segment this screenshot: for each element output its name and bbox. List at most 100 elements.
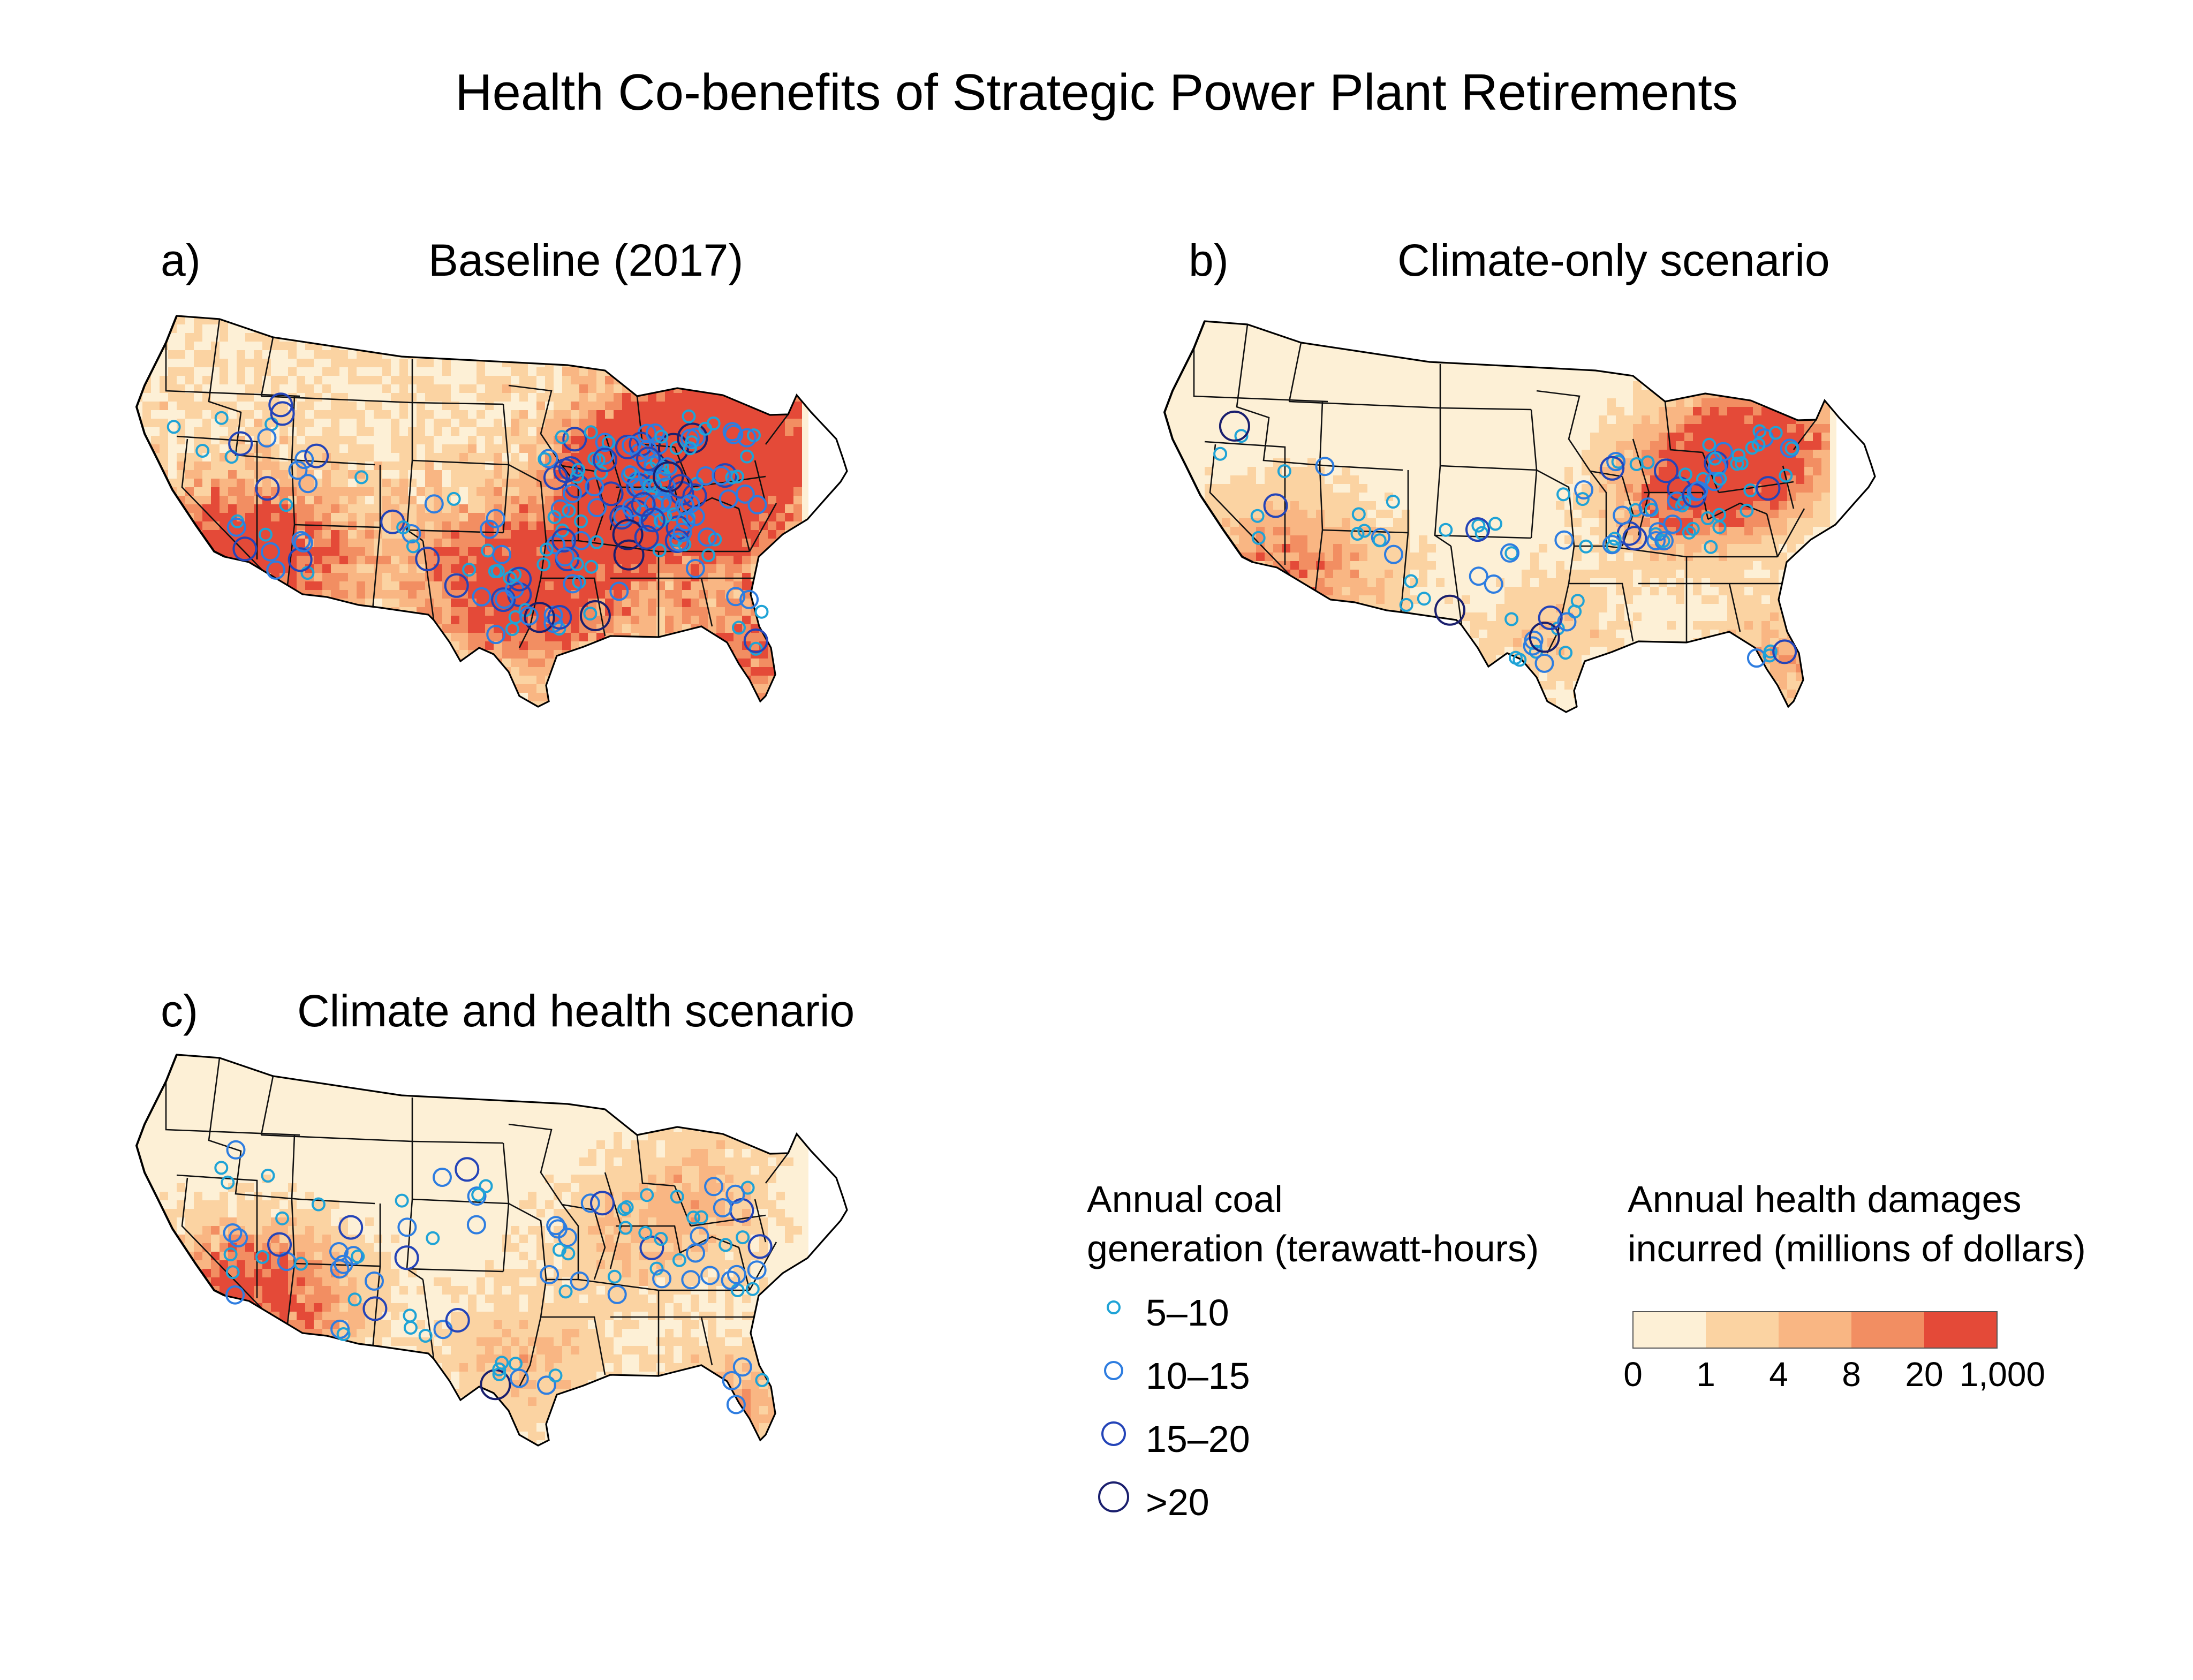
coal-plant-marker xyxy=(755,1373,769,1387)
coal-plant-marker xyxy=(279,498,293,512)
coal-plant-marker xyxy=(466,1215,486,1235)
coal-plant-marker xyxy=(1277,464,1291,479)
coal-plant-marker xyxy=(697,527,717,547)
coal-plant-marker xyxy=(1689,481,1708,501)
panel-a-outline xyxy=(135,315,848,708)
coal-plant-marker xyxy=(690,1226,709,1246)
coal-plant-marker xyxy=(294,450,314,470)
coal-plant-marker xyxy=(1404,574,1418,588)
coal-plant-marker xyxy=(488,564,502,579)
coal-plant-marker xyxy=(1315,457,1335,476)
coal-plant-marker xyxy=(724,425,744,444)
coal-plant-marker xyxy=(519,606,539,626)
panel-a-map xyxy=(135,315,848,708)
coal-plant-marker xyxy=(617,1202,631,1216)
coal-plant-marker xyxy=(1654,458,1678,483)
coal-plant-marker xyxy=(539,449,558,468)
coal-plant-marker xyxy=(561,1246,576,1261)
coal-plant-marker xyxy=(640,508,666,533)
coal-plant-marker xyxy=(654,429,669,444)
coal-plant-marker xyxy=(1663,514,1683,534)
coal-plant-marker xyxy=(732,620,746,635)
coal-plant-marker xyxy=(397,1217,417,1237)
coal-plant-marker xyxy=(304,443,329,468)
coal-plant-marker xyxy=(580,1193,600,1213)
coal-plant-marker xyxy=(737,428,757,448)
coal-plant-marker xyxy=(727,1265,746,1284)
coal-plant-marker xyxy=(394,1245,419,1270)
coal-plant-marker xyxy=(351,1249,365,1263)
coal-plant-marker xyxy=(223,1223,243,1243)
coal-plant-marker xyxy=(574,514,588,528)
coal-plant-marker xyxy=(255,476,280,501)
coal-plant-marker xyxy=(395,1193,409,1208)
coal-plant-marker xyxy=(704,1177,724,1197)
color-legend-border xyxy=(1632,1311,1998,1349)
coal-plant-marker xyxy=(336,1327,351,1341)
coal-plant-marker xyxy=(668,474,693,499)
coal-plant-marker xyxy=(563,483,583,503)
coal-plant-marker xyxy=(1640,455,1655,470)
coal-plant-marker xyxy=(1579,539,1593,554)
coal-plant-marker xyxy=(433,1168,452,1187)
coal-plant-marker xyxy=(1500,543,1519,563)
coal-plant-marker xyxy=(548,1219,568,1239)
coal-plant-marker xyxy=(636,447,661,472)
coal-plant-marker xyxy=(275,1211,290,1225)
coal-plant-marker xyxy=(553,458,578,483)
coal-plant-marker xyxy=(713,1198,732,1217)
coal-plant-marker xyxy=(735,484,755,504)
coal-plant-marker xyxy=(1213,447,1228,461)
coal-plant-marker xyxy=(1234,429,1249,443)
coal-plant-marker xyxy=(1752,424,1767,438)
coal-plant-marker xyxy=(672,1253,686,1267)
color-legend-swatch xyxy=(1633,1312,1706,1348)
coal-plant-marker xyxy=(1439,523,1453,537)
color-legend-title-line2: incurred (millions of dollars) xyxy=(1628,1228,2086,1269)
coal-plant-marker xyxy=(270,401,295,426)
coal-plant-marker xyxy=(743,628,768,653)
coal-plant-marker xyxy=(719,1238,733,1252)
panel-c-title: Climate and health scenario xyxy=(297,986,855,1036)
coal-plant-marker xyxy=(547,605,572,630)
coal-plant-marker xyxy=(1763,644,1778,659)
coal-plant-marker xyxy=(540,1265,559,1284)
coal-plant-marker xyxy=(447,491,461,506)
circle-legend-label-3: 15–20 xyxy=(1146,1418,1250,1460)
coal-plant-marker xyxy=(1731,448,1746,463)
coal-plant-marker xyxy=(1602,535,1622,555)
color-legend-tick-3: 8 xyxy=(1842,1355,1861,1394)
coal-plant-marker xyxy=(507,566,532,592)
coal-plant-marker xyxy=(562,427,587,452)
coal-plant-marker xyxy=(1700,511,1715,525)
figure-title: Health Co-benefits of Strategic Power Pl… xyxy=(455,64,1738,121)
coal-plant-marker xyxy=(685,558,705,578)
coal-plant-marker xyxy=(1399,597,1413,612)
panel-a-letter: a) xyxy=(161,235,201,285)
coal-plant-marker xyxy=(747,1260,767,1280)
coal-plant-marker xyxy=(619,1200,634,1214)
coal-plant-marker xyxy=(536,557,551,572)
coal-plant-marker xyxy=(1678,467,1692,482)
coal-plant-marker xyxy=(1574,480,1594,500)
coal-plant-marker xyxy=(552,1243,566,1257)
coal-plant-marker xyxy=(621,465,640,485)
coal-plant-marker xyxy=(1607,532,1622,546)
coal-plant-marker xyxy=(1712,520,1727,534)
coal-plant-marker xyxy=(618,1221,633,1235)
coal-plant-marker xyxy=(747,1234,773,1259)
coal-plant-marker xyxy=(631,478,651,498)
coal-plant-marker xyxy=(261,1168,275,1183)
coal-plant-marker xyxy=(653,461,684,493)
coal-plant-marker xyxy=(652,1269,672,1289)
coal-plant-marker xyxy=(558,1284,573,1299)
color-legend-tick-2: 4 xyxy=(1769,1355,1788,1394)
coal-plant-marker xyxy=(538,452,552,466)
coal-plant-marker xyxy=(555,430,569,444)
coal-plant-marker xyxy=(571,531,591,550)
coal-plant-marker xyxy=(730,470,744,484)
coal-plant-marker xyxy=(622,498,641,518)
coal-plant-marker xyxy=(491,587,516,612)
coal-plant-marker xyxy=(1704,472,1724,491)
coal-plant-marker xyxy=(445,1308,470,1333)
